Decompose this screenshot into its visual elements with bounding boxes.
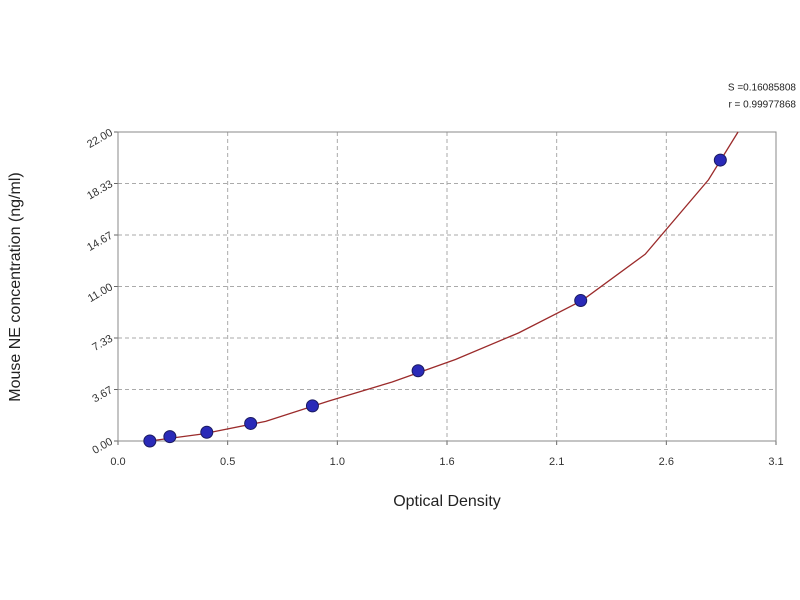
x-tick-label: 3.1 (768, 456, 783, 468)
annotation: S =0.16085808 (728, 83, 797, 94)
data-point (713, 153, 727, 167)
x-tick-label: 0.0 (110, 456, 125, 468)
x-axis-title: Optical Density (393, 493, 501, 510)
data-point (143, 434, 157, 448)
data-point (411, 364, 425, 378)
x-tick-label: 2.6 (659, 456, 674, 468)
data-point (163, 430, 177, 444)
x-tick-label: 2.1 (549, 456, 564, 468)
annotation: r = 0.99977868 (728, 100, 796, 111)
x-tick-label: 0.5 (220, 456, 235, 468)
x-tick-label: 1.6 (439, 456, 454, 468)
x-tick-label: 1.0 (330, 456, 345, 468)
plot-frame (117, 131, 777, 442)
data-point (574, 294, 588, 308)
data-point (305, 399, 319, 413)
y-axis-title: Mouse NE concentration (ng/ml) (7, 172, 24, 401)
data-point (244, 416, 258, 430)
data-point (200, 425, 214, 439)
